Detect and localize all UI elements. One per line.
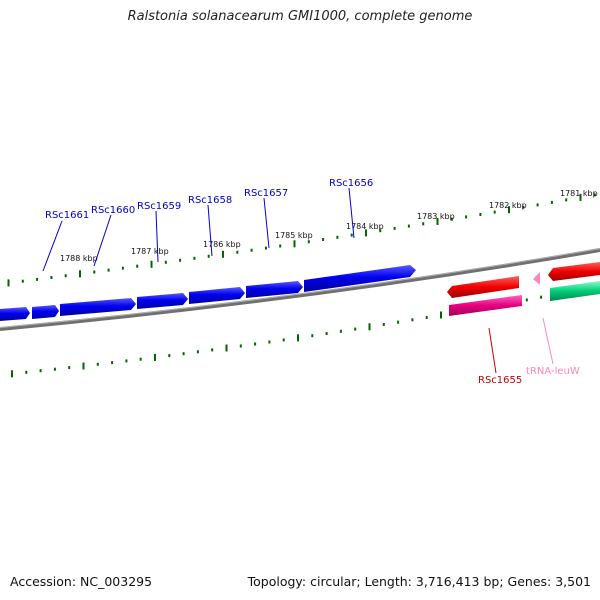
gene-arrow-right-red[interactable] xyxy=(548,262,600,281)
scale-label: 1786 kbp xyxy=(203,240,241,249)
upper-tick-row xyxy=(7,193,596,287)
gene-arrow-rsc1655-lower[interactable] xyxy=(449,295,522,316)
gene-label-rsc1656: RSc1656 xyxy=(329,178,373,189)
forward-strand-genes xyxy=(0,265,416,321)
genome-backbone xyxy=(0,248,600,331)
gene-label-rsc1657: RSc1657 xyxy=(244,188,288,199)
leader-line xyxy=(207,204,213,257)
gene-label-rsc1661: RSc1661 xyxy=(45,210,89,221)
gene-labels: RSc1661 RSc1660 RSc1659 RSc1658 RSc1657 … xyxy=(45,178,580,386)
genome-backbone-highlight xyxy=(0,248,600,329)
gene-label-rsc1660: RSc1660 xyxy=(91,205,135,216)
gene-arrow-rsc1655[interactable] xyxy=(447,276,519,298)
topology-text: Topology: circular; Length: 3,716,413 bp… xyxy=(247,574,591,589)
gene-arrow-rsc1660[interactable] xyxy=(60,298,136,316)
scale-label: 1784 kbp xyxy=(346,222,384,231)
scale-label: 1785 kbp xyxy=(275,231,313,240)
gene-arrow-rsc1661[interactable] xyxy=(32,305,59,319)
leader-line xyxy=(488,327,497,374)
scale-label: 1781 kbp xyxy=(560,189,598,198)
leader-line xyxy=(542,317,554,365)
gene-arrow-rsc1658[interactable] xyxy=(189,287,245,304)
gene-arrow-rsc1659[interactable] xyxy=(137,293,188,309)
leader-line xyxy=(42,220,63,272)
accession-text: Accession: NC_003295 xyxy=(10,574,153,589)
leader-line xyxy=(348,187,355,239)
reverse-strand-genes xyxy=(447,262,600,316)
gene-label-rsc1659: RSc1659 xyxy=(137,201,181,212)
trna-arrow-leuw[interactable] xyxy=(533,272,540,285)
scale-label: 1787 kbp xyxy=(131,247,169,256)
gene-arrow-rsc1656[interactable] xyxy=(304,265,416,292)
gene-label-rsc1658: RSc1658 xyxy=(188,195,232,206)
label-leaders xyxy=(42,187,554,374)
gene-arrow-partial[interactable] xyxy=(0,307,30,321)
scale-labels: 1788 kbp 1787 kbp 1786 kbp 1785 kbp 1784… xyxy=(60,189,598,263)
gene-arrow-rsc1657[interactable] xyxy=(246,281,303,298)
leader-line xyxy=(263,197,270,249)
gene-label-trna-leuw: tRNA-leuW xyxy=(526,366,580,377)
leader-line xyxy=(155,210,159,263)
leader-line xyxy=(93,214,112,267)
gene-label-rsc1655: RSc1655 xyxy=(478,375,522,386)
gene-arrow-right-green[interactable] xyxy=(550,281,600,301)
scale-label: 1788 kbp xyxy=(60,254,98,263)
map-title: Ralstonia solanacearum GMI1000, complete… xyxy=(127,9,473,24)
scale-label: 1782 kbp xyxy=(489,201,527,210)
scale-label: 1783 kbp xyxy=(417,212,455,221)
